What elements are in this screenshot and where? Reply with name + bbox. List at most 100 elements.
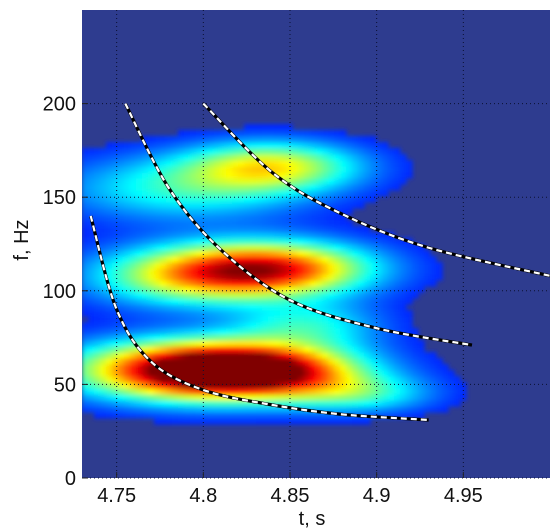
- heatmap-cell: [100, 232, 107, 239]
- heatmap-cell: [160, 376, 167, 383]
- heatmap-cell: [100, 154, 107, 161]
- heatmap-cell: [340, 136, 347, 143]
- heatmap-cell: [346, 232, 353, 239]
- heatmap-cell: [184, 352, 191, 359]
- heatmap-cell: [382, 250, 389, 257]
- heatmap-cell: [304, 232, 311, 239]
- heatmap-cell: [358, 280, 365, 287]
- heatmap-cell: [136, 190, 143, 197]
- heatmap-cell: [280, 304, 287, 311]
- heatmap-cell: [388, 256, 395, 263]
- heatmap-cell: [436, 382, 443, 389]
- heatmap-cell: [418, 250, 425, 257]
- heatmap-cell: [172, 364, 179, 371]
- heatmap-cell: [184, 406, 191, 413]
- heatmap-cell: [196, 154, 203, 161]
- heatmap-cell: [172, 202, 179, 209]
- heatmap-cell: [418, 352, 425, 359]
- heatmap-cell: [376, 382, 383, 389]
- heatmap-cell: [316, 382, 323, 389]
- heatmap-cell: [196, 148, 203, 155]
- heatmap-cell: [310, 286, 317, 293]
- heatmap-cell: [310, 394, 317, 401]
- heatmap-cell: [286, 412, 293, 419]
- heatmap-cell: [400, 340, 407, 347]
- heatmap-cell: [178, 250, 185, 257]
- heatmap-cell: [280, 358, 287, 365]
- heatmap-cell: [202, 352, 209, 359]
- heatmap-cell: [328, 166, 335, 173]
- heatmap-cell: [82, 358, 89, 365]
- heatmap-cell: [442, 388, 449, 395]
- heatmap-cell: [328, 202, 335, 209]
- heatmap-cell: [400, 328, 407, 335]
- heatmap-cell: [316, 388, 323, 395]
- heatmap-cell: [370, 148, 377, 155]
- heatmap-cell: [322, 346, 329, 353]
- heatmap-cell: [244, 124, 251, 131]
- heatmap-cell: [118, 346, 125, 353]
- heatmap-cell: [118, 370, 125, 377]
- heatmap-cell: [274, 292, 281, 299]
- heatmap-cell: [94, 346, 101, 353]
- heatmap-cell: [112, 220, 119, 227]
- heatmap-cell: [94, 370, 101, 377]
- heatmap-cell: [202, 184, 209, 191]
- heatmap-cell: [184, 172, 191, 179]
- heatmap-cell: [364, 364, 371, 371]
- heatmap-cell: [196, 316, 203, 323]
- heatmap-cell: [208, 160, 215, 167]
- heatmap-cell: [340, 220, 347, 227]
- heatmap-cell: [82, 388, 89, 395]
- heatmap-cell: [184, 310, 191, 317]
- heatmap-cell: [400, 280, 407, 287]
- heatmap-cell: [220, 388, 227, 395]
- heatmap-cell: [430, 262, 437, 269]
- heatmap-cell: [250, 358, 257, 365]
- heatmap-cell: [310, 280, 317, 287]
- heatmap-cell: [388, 250, 395, 257]
- heatmap-cell: [238, 130, 245, 137]
- heatmap-cell: [298, 364, 305, 371]
- heatmap-cell: [232, 292, 239, 299]
- heatmap-cell: [232, 328, 239, 335]
- heatmap-cell: [286, 376, 293, 383]
- heatmap-cell: [304, 388, 311, 395]
- heatmap-cell: [256, 142, 263, 149]
- heatmap-cell: [136, 370, 143, 377]
- heatmap-cell: [280, 346, 287, 353]
- heatmap-cell: [94, 388, 101, 395]
- heatmap-cell: [334, 196, 341, 203]
- heatmap-cell: [322, 406, 329, 413]
- heatmap-cell: [292, 268, 299, 275]
- heatmap-cell: [172, 418, 179, 425]
- heatmap-cell: [262, 130, 269, 137]
- heatmap-cell: [352, 184, 359, 191]
- heatmap-cell: [136, 226, 143, 233]
- heatmap-cell: [172, 268, 179, 275]
- heatmap-cell: [394, 244, 401, 251]
- heatmap-cell: [268, 130, 275, 137]
- heatmap-cell: [400, 268, 407, 275]
- heatmap-cell: [88, 280, 95, 287]
- heatmap-cell: [226, 286, 233, 293]
- heatmap-cell: [82, 226, 89, 233]
- heatmap-cell: [274, 166, 281, 173]
- heatmap-cell: [238, 334, 245, 341]
- heatmap-cell: [220, 256, 227, 263]
- heatmap-cell: [286, 394, 293, 401]
- heatmap-cell: [136, 316, 143, 323]
- heatmap-cell: [268, 214, 275, 221]
- heatmap-cell: [136, 244, 143, 251]
- heatmap-cell: [166, 196, 173, 203]
- heatmap-cell: [352, 166, 359, 173]
- heatmap-cell: [178, 328, 185, 335]
- heatmap-cell: [376, 184, 383, 191]
- heatmap-cell: [292, 250, 299, 257]
- heatmap-cell: [232, 130, 239, 137]
- heatmap-cell: [298, 172, 305, 179]
- heatmap-cell: [160, 394, 167, 401]
- heatmap-cell: [118, 250, 125, 257]
- heatmap-cell: [346, 262, 353, 269]
- heatmap-cell: [100, 178, 107, 185]
